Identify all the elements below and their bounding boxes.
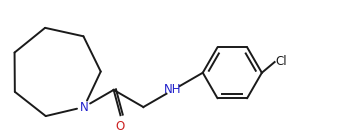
Text: O: O [116, 120, 125, 133]
Text: N: N [80, 100, 88, 114]
Text: NH: NH [164, 83, 182, 96]
Text: Cl: Cl [275, 55, 287, 68]
